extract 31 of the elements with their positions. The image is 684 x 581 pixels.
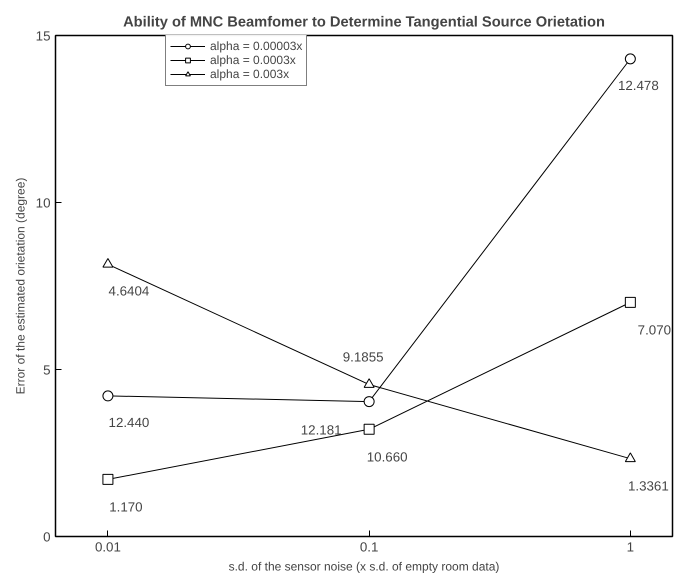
point xyxy=(364,396,375,408)
y-tick-label: 0 xyxy=(43,530,51,544)
x-tick-label: 1 xyxy=(626,540,634,554)
annotation: 12.440 xyxy=(108,414,150,430)
x-tick-label: 0.01 xyxy=(94,540,121,554)
y-tick-label: 15 xyxy=(36,28,51,44)
annotation: 1.3361 xyxy=(628,478,669,494)
x-tick-label: 0.1 xyxy=(360,540,378,554)
annotation: 9.1855 xyxy=(342,350,384,365)
point xyxy=(624,53,636,64)
legend-label: alpha = 0.003x xyxy=(210,67,290,81)
point xyxy=(364,424,375,435)
chart-title: Ability of MNC Beamfomer to Determine Tangential Source Orietation xyxy=(123,14,605,30)
legend-label: alpha = 0.00003x xyxy=(210,39,302,53)
point xyxy=(624,452,636,462)
point xyxy=(102,258,114,268)
annotation: 12.478 xyxy=(618,78,659,93)
point xyxy=(102,390,114,402)
annotation: 7.070 xyxy=(638,322,672,338)
x-axis-title: s.d. of the sensor noise (x s.d. of empty room data) xyxy=(228,560,500,574)
annotation: 4.6404 xyxy=(108,283,150,298)
annotation: 1.170 xyxy=(109,499,143,514)
y-axis-title: Error of the estimated orietation (degree) xyxy=(14,178,28,394)
y-tick-label: 5 xyxy=(43,362,51,378)
point xyxy=(102,474,114,485)
point xyxy=(364,378,375,388)
annotation: 12.181 xyxy=(300,422,342,438)
point xyxy=(624,296,636,308)
legend-label: alpha = 0.0003x xyxy=(210,53,296,67)
y-tick-label: 10 xyxy=(36,196,51,210)
annotation: 10.660 xyxy=(366,449,408,464)
